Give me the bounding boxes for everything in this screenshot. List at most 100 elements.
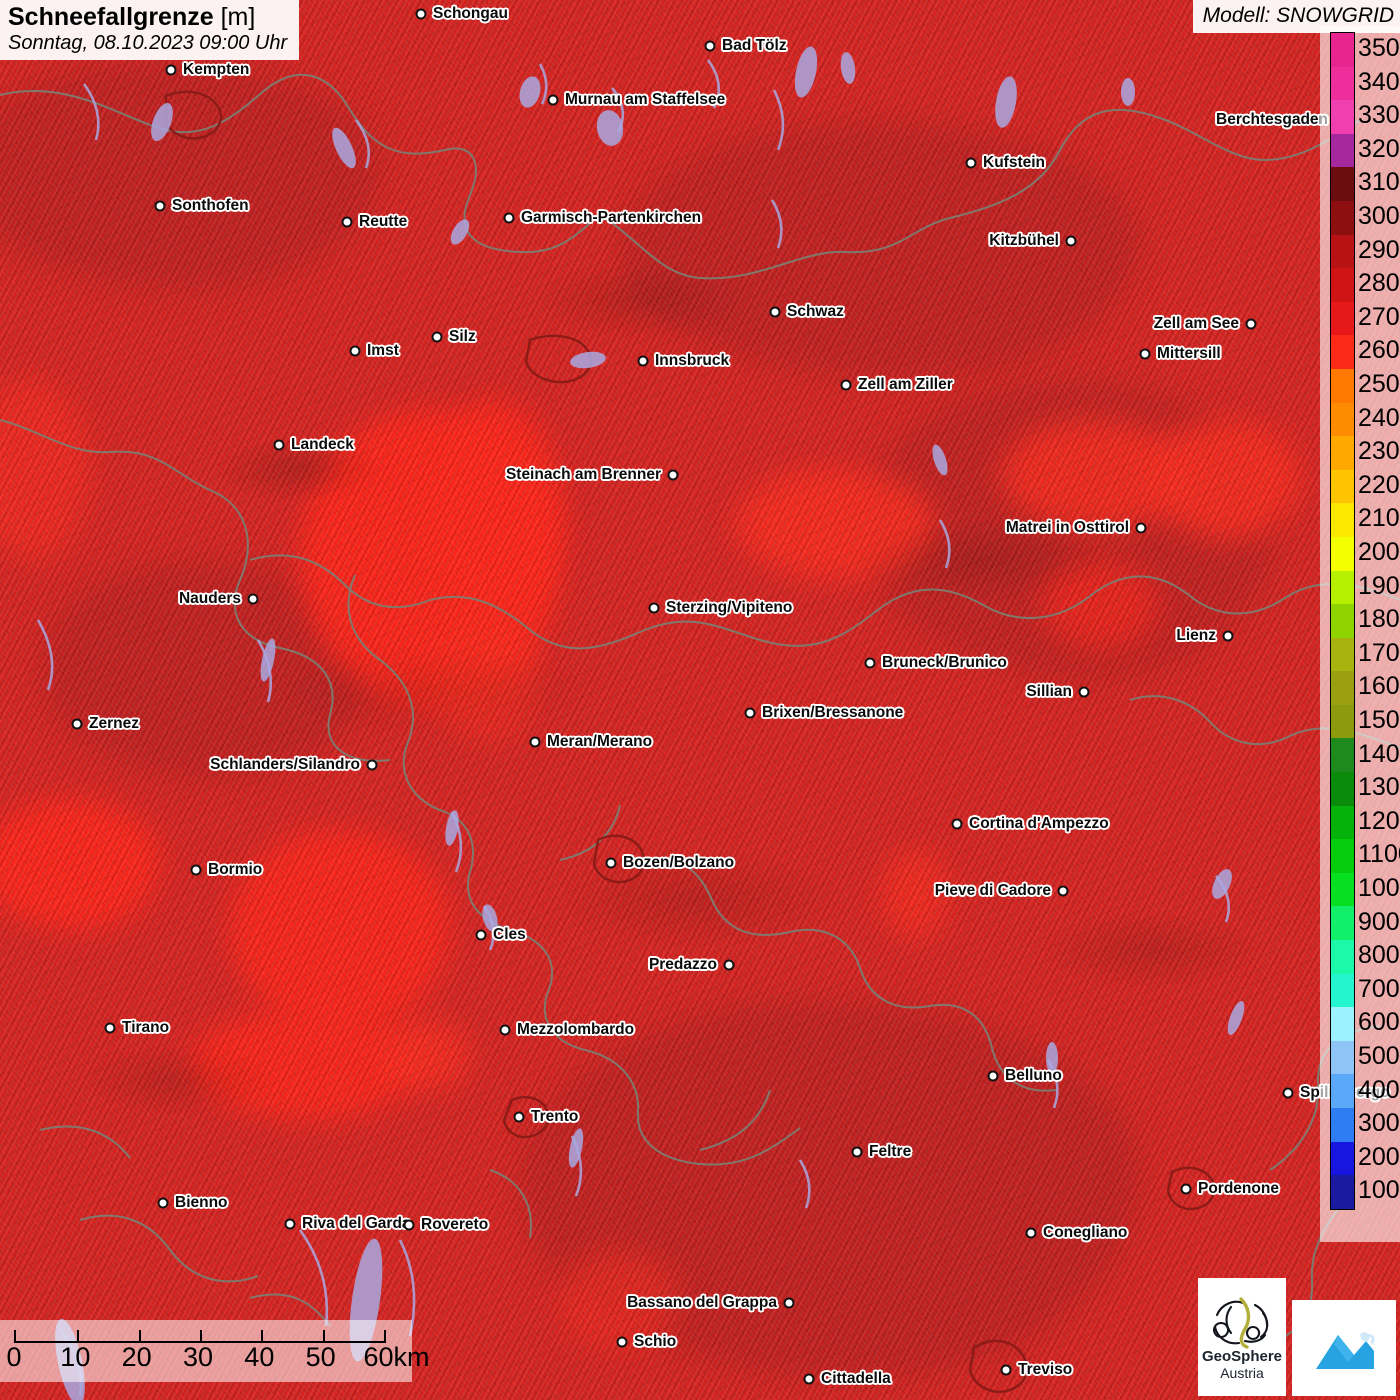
legend-swatch[interactable] <box>1331 167 1354 201</box>
title-datetime: Sonntag, 08.10.2023 09:00 Uhr <box>8 32 288 54</box>
geosphere-logo-name: GeoSphere <box>1201 1348 1283 1366</box>
geosphere-mark-icon <box>1213 1297 1269 1349</box>
legend-tick: 500 <box>1358 1042 1400 1070</box>
lake <box>151 102 173 142</box>
city-dot-icon <box>851 1146 863 1158</box>
city-label: Lienz <box>1176 627 1216 644</box>
lake <box>932 444 948 476</box>
city-label: Kempten <box>183 61 250 78</box>
legend-swatch[interactable] <box>1331 973 1354 1008</box>
city-dot-icon <box>513 1111 525 1123</box>
legend-swatch[interactable] <box>1331 604 1354 638</box>
city-label: Garmisch-Partenkirchen <box>521 209 702 226</box>
city-dot-icon <box>637 355 649 367</box>
legend-swatch[interactable] <box>1331 33 1354 67</box>
legend-panel[interactable]: 3500 3400 3300 3200 3100 3000 2900 2800 2700 2600… <box>1320 26 1400 1242</box>
legend-tick: 1100 <box>1358 840 1400 869</box>
legend-tick: 300 <box>1358 1109 1400 1138</box>
city-dot-icon <box>104 1022 116 1034</box>
city-dot-icon <box>403 1219 415 1231</box>
map-region-high <box>1040 560 1160 650</box>
legend-tick: 1600 <box>1358 672 1400 701</box>
city-dot-icon <box>415 8 427 20</box>
geosphere-logo[interactable]: GeoSphere Austria <box>1198 1278 1286 1396</box>
lake <box>596 110 624 146</box>
legend-swatch[interactable] <box>1331 368 1354 403</box>
city-dot-icon <box>1180 1183 1192 1195</box>
city-dot-icon <box>1078 686 1090 698</box>
scale-label: 10 <box>60 1342 91 1372</box>
legend-tick: 200 <box>1358 1142 1400 1171</box>
city-label: Sillian <box>1026 683 1072 700</box>
legend-tick: 3000 <box>1358 202 1400 230</box>
legend-swatch[interactable] <box>1331 570 1354 605</box>
legend-swatch[interactable] <box>1331 234 1354 269</box>
legend-swatch[interactable] <box>1331 1108 1354 1142</box>
scale-tick <box>138 1330 141 1343</box>
legend-swatch[interactable] <box>1331 1007 1354 1041</box>
legend-swatch[interactable] <box>1331 100 1354 134</box>
legend-swatch[interactable] <box>1331 436 1354 470</box>
legend-swatch[interactable] <box>1331 1040 1354 1075</box>
snow-logo[interactable] <box>1292 1300 1396 1396</box>
legend-swatch[interactable] <box>1331 906 1354 941</box>
legend-tick: 3300 <box>1358 101 1400 130</box>
city-dot-icon <box>1222 630 1234 642</box>
lake <box>995 76 1017 128</box>
city-label: Feltre <box>869 1143 912 1160</box>
legend-swatch[interactable] <box>1331 704 1354 739</box>
legend-swatch[interactable] <box>1331 301 1354 336</box>
city-dot-icon <box>769 306 781 318</box>
legend-color-bar[interactable] <box>1330 32 1355 1210</box>
city-dot-icon <box>1057 885 1069 897</box>
legend-swatch[interactable] <box>1331 402 1354 437</box>
city-dot-icon <box>529 736 541 748</box>
city-label: Matrei in Osttirol <box>1005 519 1129 536</box>
city-label: Meran/Merano <box>547 733 653 750</box>
legend-swatch[interactable] <box>1331 671 1354 705</box>
page-title: Schneefallgrenze [m] <box>8 3 287 31</box>
legend-swatch[interactable] <box>1331 133 1354 168</box>
legend-swatch[interactable] <box>1331 1074 1354 1108</box>
legend-swatch[interactable] <box>1331 940 1354 974</box>
legend-swatch[interactable] <box>1331 503 1354 537</box>
city-label: Bruneck/Brunico <box>882 654 1007 671</box>
legend-swatch[interactable] <box>1331 1175 1354 1209</box>
city-label: Bormio <box>208 861 263 878</box>
city-label: Conegliano <box>1043 1224 1128 1241</box>
city-label: Mezzolombardo <box>517 1021 635 1038</box>
scale-label: 0 <box>6 1342 22 1372</box>
city-label: Trento <box>531 1108 579 1125</box>
legend-swatch[interactable] <box>1331 335 1354 369</box>
scale-label: 20 <box>121 1342 152 1372</box>
scale-label: 60km <box>363 1342 430 1372</box>
scale-tick <box>200 1330 202 1343</box>
legend-swatch[interactable] <box>1331 772 1354 806</box>
legend-swatch[interactable] <box>1331 738 1354 773</box>
map-region-high <box>430 620 540 740</box>
legend-swatch[interactable] <box>1331 637 1354 672</box>
legend-swatch[interactable] <box>1331 469 1354 504</box>
legend-swatch[interactable] <box>1331 268 1354 302</box>
legend-swatch[interactable] <box>1331 200 1354 235</box>
city-dot-icon <box>154 200 166 212</box>
lake <box>332 127 356 169</box>
legend-tick: 800 <box>1358 941 1400 970</box>
city-dot-icon <box>157 1197 169 1209</box>
legend-swatch[interactable] <box>1331 1141 1354 1176</box>
legend-swatch[interactable] <box>1331 805 1354 840</box>
legend-tick: 2700 <box>1358 302 1400 331</box>
legend-tick: 900 <box>1358 907 1400 936</box>
legend-swatch[interactable] <box>1331 536 1354 571</box>
title-panel: Schneefallgrenze [m] Sonntag, 08.10.2023… <box>0 0 300 60</box>
legend-swatch[interactable] <box>1331 839 1354 873</box>
city-label: Mittersill <box>1157 345 1221 362</box>
legend-swatch[interactable] <box>1331 66 1354 101</box>
city-label: Sonthofen <box>172 197 249 214</box>
legend-swatch[interactable] <box>1331 872 1354 907</box>
legend-tick: 3400 <box>1358 67 1400 96</box>
city-dot-icon <box>1135 522 1147 534</box>
